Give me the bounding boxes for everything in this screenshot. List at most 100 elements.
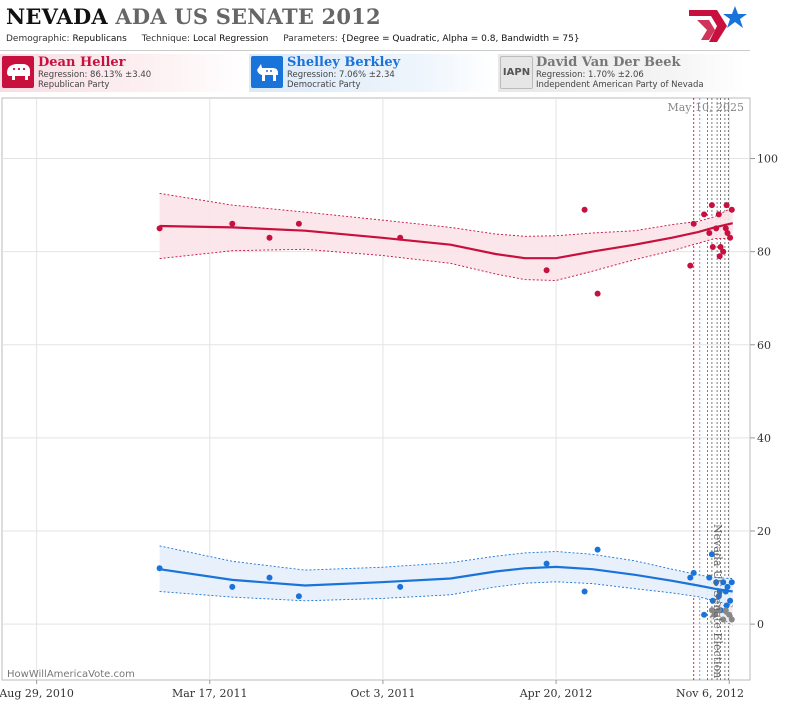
candidate-card-vanderbeek[interactable]: IAPN David Van Der Beek Regression: 1.70… bbox=[498, 54, 744, 92]
poll-point-dean-heller bbox=[266, 234, 273, 241]
poll-point-shelley-berkley bbox=[727, 597, 734, 604]
poll-point-shelley-berkley bbox=[716, 588, 723, 595]
confidence-band-dean-heller bbox=[159, 193, 733, 281]
trend-line-shelley-berkley bbox=[159, 565, 733, 593]
y-tick-label: 80 bbox=[757, 246, 771, 259]
poll-point-shelley-berkley bbox=[728, 579, 735, 586]
elephant-icon bbox=[2, 56, 34, 88]
poll-point-dean-heller bbox=[708, 202, 715, 209]
poll-point-david-van-der-beek bbox=[708, 607, 715, 614]
poll-point-david-van-der-beek bbox=[728, 616, 735, 623]
poll-point-shelley-berkley bbox=[709, 597, 716, 604]
candidate-name: David Van Der Beek bbox=[536, 55, 681, 70]
poll-point-shelley-berkley bbox=[543, 560, 550, 567]
technique-value: Local Regression bbox=[192, 34, 269, 44]
poll-point-dean-heller bbox=[594, 290, 601, 297]
chart-parameters: Demographic: Republicans Technique: Loca… bbox=[6, 34, 592, 44]
poll-point-dean-heller bbox=[581, 206, 588, 213]
poll-point-dean-heller bbox=[723, 202, 730, 209]
title-state: NEVADA bbox=[6, 4, 108, 29]
poll-point-shelley-berkley bbox=[701, 611, 708, 618]
candidate-regression: Regression: 1.70% ±2.06 bbox=[536, 70, 644, 80]
candidate-card-berkley[interactable]: Shelley Berkley Regression: 7.06% ±2.34 … bbox=[249, 54, 495, 92]
confidence-band-shelley-berkley bbox=[159, 545, 733, 606]
poll-chart: 0 20 40 60 80 100 Aug 29, 2010 Mar 17, 2011 Oct … bbox=[0, 97, 778, 700]
poll-point-shelley-berkley bbox=[690, 569, 697, 576]
poll-point-dean-heller bbox=[709, 244, 716, 250]
x-tick-label: Mar 17, 2011 bbox=[172, 687, 248, 700]
technique-label: Technique: bbox=[141, 34, 191, 44]
poll-point-shelley-berkley bbox=[156, 565, 163, 572]
poll-point-shelley-berkley bbox=[295, 593, 302, 600]
parameters-label: Parameters: bbox=[283, 34, 338, 44]
lower-bound-dean-heller bbox=[159, 238, 733, 281]
poll-point-dean-heller bbox=[295, 220, 302, 227]
upper-bound-shelley-berkley bbox=[159, 545, 733, 579]
poll-point-dean-heller bbox=[687, 262, 694, 269]
poll-point-dean-heller bbox=[713, 225, 720, 232]
poll-point-dean-heller bbox=[229, 220, 236, 227]
poll-point-shelley-berkley bbox=[724, 583, 731, 590]
parameters-value: {Degree = Quadratic, Alpha = 0.8, Bandwi… bbox=[340, 34, 580, 44]
iapn-icon: IAPN bbox=[500, 56, 533, 89]
poll-point-dean-heller bbox=[722, 225, 729, 232]
site-logo-icon[interactable] bbox=[687, 4, 749, 50]
watermark: HowWillAmericaVote.com bbox=[7, 669, 135, 680]
poll-point-dean-heller bbox=[717, 244, 724, 250]
poll-point-david-van-der-beek bbox=[720, 616, 727, 623]
poll-point-shelley-berkley bbox=[708, 551, 715, 558]
chart-date: May 10, 2025 bbox=[667, 101, 744, 114]
header-divider bbox=[0, 50, 750, 51]
upper-bound-david-van-der-beek bbox=[709, 604, 733, 613]
poll-point-shelley-berkley bbox=[706, 574, 713, 581]
title-rest: ADA US SENATE 2012 bbox=[115, 4, 381, 29]
lower-bound-david-van-der-beek bbox=[709, 615, 733, 626]
poll-point-dean-heller bbox=[397, 234, 404, 241]
poll-point-shelley-berkley bbox=[720, 579, 727, 586]
poll-point-shelley-berkley bbox=[713, 579, 720, 586]
poll-point-david-van-der-beek bbox=[715, 607, 722, 614]
donkey-icon bbox=[251, 56, 283, 88]
poll-point-shelley-berkley bbox=[581, 588, 588, 595]
poll-point-shelley-berkley bbox=[594, 546, 601, 553]
poll-point-david-van-der-beek bbox=[722, 607, 729, 614]
candidate-party: Democratic Party bbox=[287, 80, 361, 90]
demographic-value: Republicans bbox=[72, 34, 127, 44]
election-label: Nevada US Senate Election bbox=[711, 524, 724, 678]
candidate-name: Dean Heller bbox=[38, 55, 126, 70]
x-tick-label: Aug 29, 2010 bbox=[0, 687, 74, 700]
poll-point-dean-heller bbox=[706, 230, 713, 236]
x-tick-label: Apr 20, 2012 bbox=[519, 687, 593, 700]
lower-bound-shelley-berkley bbox=[159, 581, 733, 606]
x-tick-label: Nov 6, 2012 bbox=[676, 687, 744, 700]
poll-point-dean-heller bbox=[716, 253, 723, 260]
poll-point-david-van-der-beek bbox=[726, 611, 733, 618]
y-tick-label: 40 bbox=[757, 432, 771, 445]
poll-point-shelley-berkley bbox=[723, 602, 730, 609]
poll-point-shelley-berkley bbox=[266, 574, 273, 581]
poll-point-dean-heller bbox=[724, 230, 731, 236]
y-tick-label: 0 bbox=[757, 618, 764, 631]
poll-point-shelley-berkley bbox=[715, 593, 722, 600]
trend-line-dean-heller bbox=[159, 222, 733, 260]
candidate-regression: Regression: 7.06% ±2.34 bbox=[287, 70, 395, 80]
poll-point-dean-heller bbox=[690, 220, 697, 227]
x-tick-label: Oct 3, 2011 bbox=[350, 687, 415, 700]
candidate-regression: Regression: 86.13% ±3.40 bbox=[38, 70, 152, 80]
page-title: NEVADA ADA US SENATE 2012 bbox=[6, 4, 381, 29]
candidate-party: Republican Party bbox=[38, 80, 110, 90]
y-tick-label: 60 bbox=[757, 339, 771, 352]
y-tick-label: 20 bbox=[757, 525, 771, 538]
poll-point-dean-heller bbox=[727, 234, 734, 241]
poll-point-david-van-der-beek bbox=[711, 611, 718, 618]
poll-point-shelley-berkley bbox=[397, 583, 404, 590]
candidate-card-heller[interactable]: Dean Heller Regression: 86.13% ±3.40 Rep… bbox=[0, 54, 246, 92]
y-tick-label: 100 bbox=[757, 153, 778, 166]
demographic-label: Demographic: bbox=[6, 34, 70, 44]
poll-point-shelley-berkley bbox=[229, 583, 236, 590]
poll-point-dean-heller bbox=[543, 267, 550, 274]
poll-point-dean-heller bbox=[715, 211, 722, 218]
candidate-party: Independent American Party of Nevada bbox=[536, 80, 704, 90]
poll-point-shelley-berkley bbox=[722, 588, 729, 595]
candidate-name: Shelley Berkley bbox=[287, 55, 401, 70]
